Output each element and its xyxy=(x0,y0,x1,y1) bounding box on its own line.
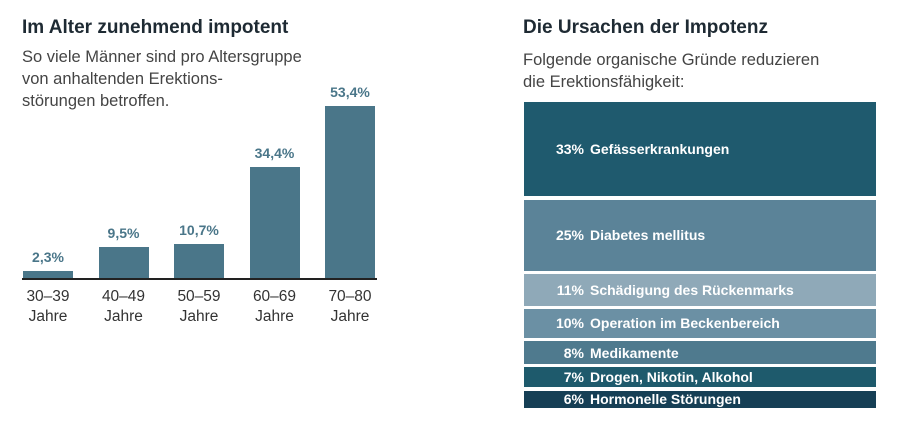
subtitle-line: die Erektionsfähigkeit: xyxy=(523,73,685,91)
segment-label: Drogen, Nikotin, Alkohol xyxy=(590,369,753,386)
cause-segment: 11% Schädigung des Rückenmarks xyxy=(524,274,876,306)
right-chart-title: Die Ursachen der Impotenz xyxy=(523,17,768,38)
cause-segment: 7% Drogen, Nikotin, Alkohol xyxy=(524,367,876,388)
segment-label: Medikamente xyxy=(590,344,679,361)
right-chart-subtitle: Folgende organische Gründe reduzieren di… xyxy=(523,49,819,93)
x-tick-label-line: 70–80 xyxy=(328,288,372,305)
cause-segment: 6% Hormonelle Störungen xyxy=(524,390,876,408)
x-axis-baseline xyxy=(22,278,377,280)
bar xyxy=(325,106,375,278)
x-tick-label-line: Jahre xyxy=(330,308,370,325)
x-tick-label: 70–80 Jahre xyxy=(310,287,390,327)
bar-value-label: 9,5% xyxy=(107,225,140,242)
x-tick-label-line: Jahre xyxy=(255,308,294,325)
cause-segment: 8% Medikamente xyxy=(524,341,876,364)
segment-label: Diabetes mellitus xyxy=(590,227,706,244)
x-tick-label: 30–39 Jahre xyxy=(8,287,88,327)
segment-percent: 7% xyxy=(563,369,584,386)
subtitle-line: Folgende organische Gründe reduzieren xyxy=(523,51,820,69)
x-tick-label: 40–49 Jahre xyxy=(84,287,164,327)
bar xyxy=(98,247,149,278)
segment-label: Operation im Beckenbereich xyxy=(590,315,780,332)
bar-value-label: 10,7% xyxy=(179,221,219,238)
segment-percent: 25% xyxy=(555,227,584,244)
segment-percent: 33% xyxy=(555,141,584,158)
cause-segment: 25% Diabetes mellitus xyxy=(524,199,876,271)
x-tick-label-line: Jahre xyxy=(104,308,143,325)
segment-percent: 8% xyxy=(563,344,584,361)
subtitle-line: So viele Männer sind pro Altersgruppe xyxy=(22,48,302,66)
x-tick-label-line: Jahre xyxy=(28,308,68,325)
segment-percent: 11% xyxy=(556,281,584,298)
x-tick-label-line: 30–39 xyxy=(26,288,70,305)
subtitle-line: störungen betroffen. xyxy=(22,92,170,110)
bar xyxy=(249,167,300,278)
x-tick-label-line: 60–69 xyxy=(252,288,297,305)
cause-segment: 33% Gefässerkrankungen xyxy=(524,102,876,197)
left-chart-title: Im Alter zunehmend impotent xyxy=(22,17,289,38)
x-tick-label: 60–69 Jahre xyxy=(235,287,315,327)
bar-value-label: 2,3% xyxy=(32,248,64,265)
segment-label: Schädigung des Rückenmarks xyxy=(590,281,794,298)
segment-percent: 10% xyxy=(555,315,584,332)
x-tick-label-line: 40–49 xyxy=(101,288,146,305)
segment-label: Hormonelle Störungen xyxy=(590,391,741,408)
subtitle-line: von anhaltenden Erektions- xyxy=(22,70,223,88)
cause-segment: 10% Operation im Beckenbereich xyxy=(524,309,876,338)
x-tick-label-line: Jahre xyxy=(179,308,219,325)
x-tick-label: 50–59 Jahre xyxy=(159,287,239,327)
bar-value-label: 53,4% xyxy=(330,84,370,100)
x-tick-label-line: 50–59 xyxy=(177,288,221,305)
left-chart-subtitle: So viele Männer sind pro Altersgruppe vo… xyxy=(22,46,302,112)
bar xyxy=(23,270,73,278)
segment-percent: 6% xyxy=(563,391,584,408)
bar xyxy=(174,243,224,278)
bar-value-label: 34,4% xyxy=(254,145,295,162)
segment-label: Gefässerkrankungen xyxy=(590,141,730,158)
